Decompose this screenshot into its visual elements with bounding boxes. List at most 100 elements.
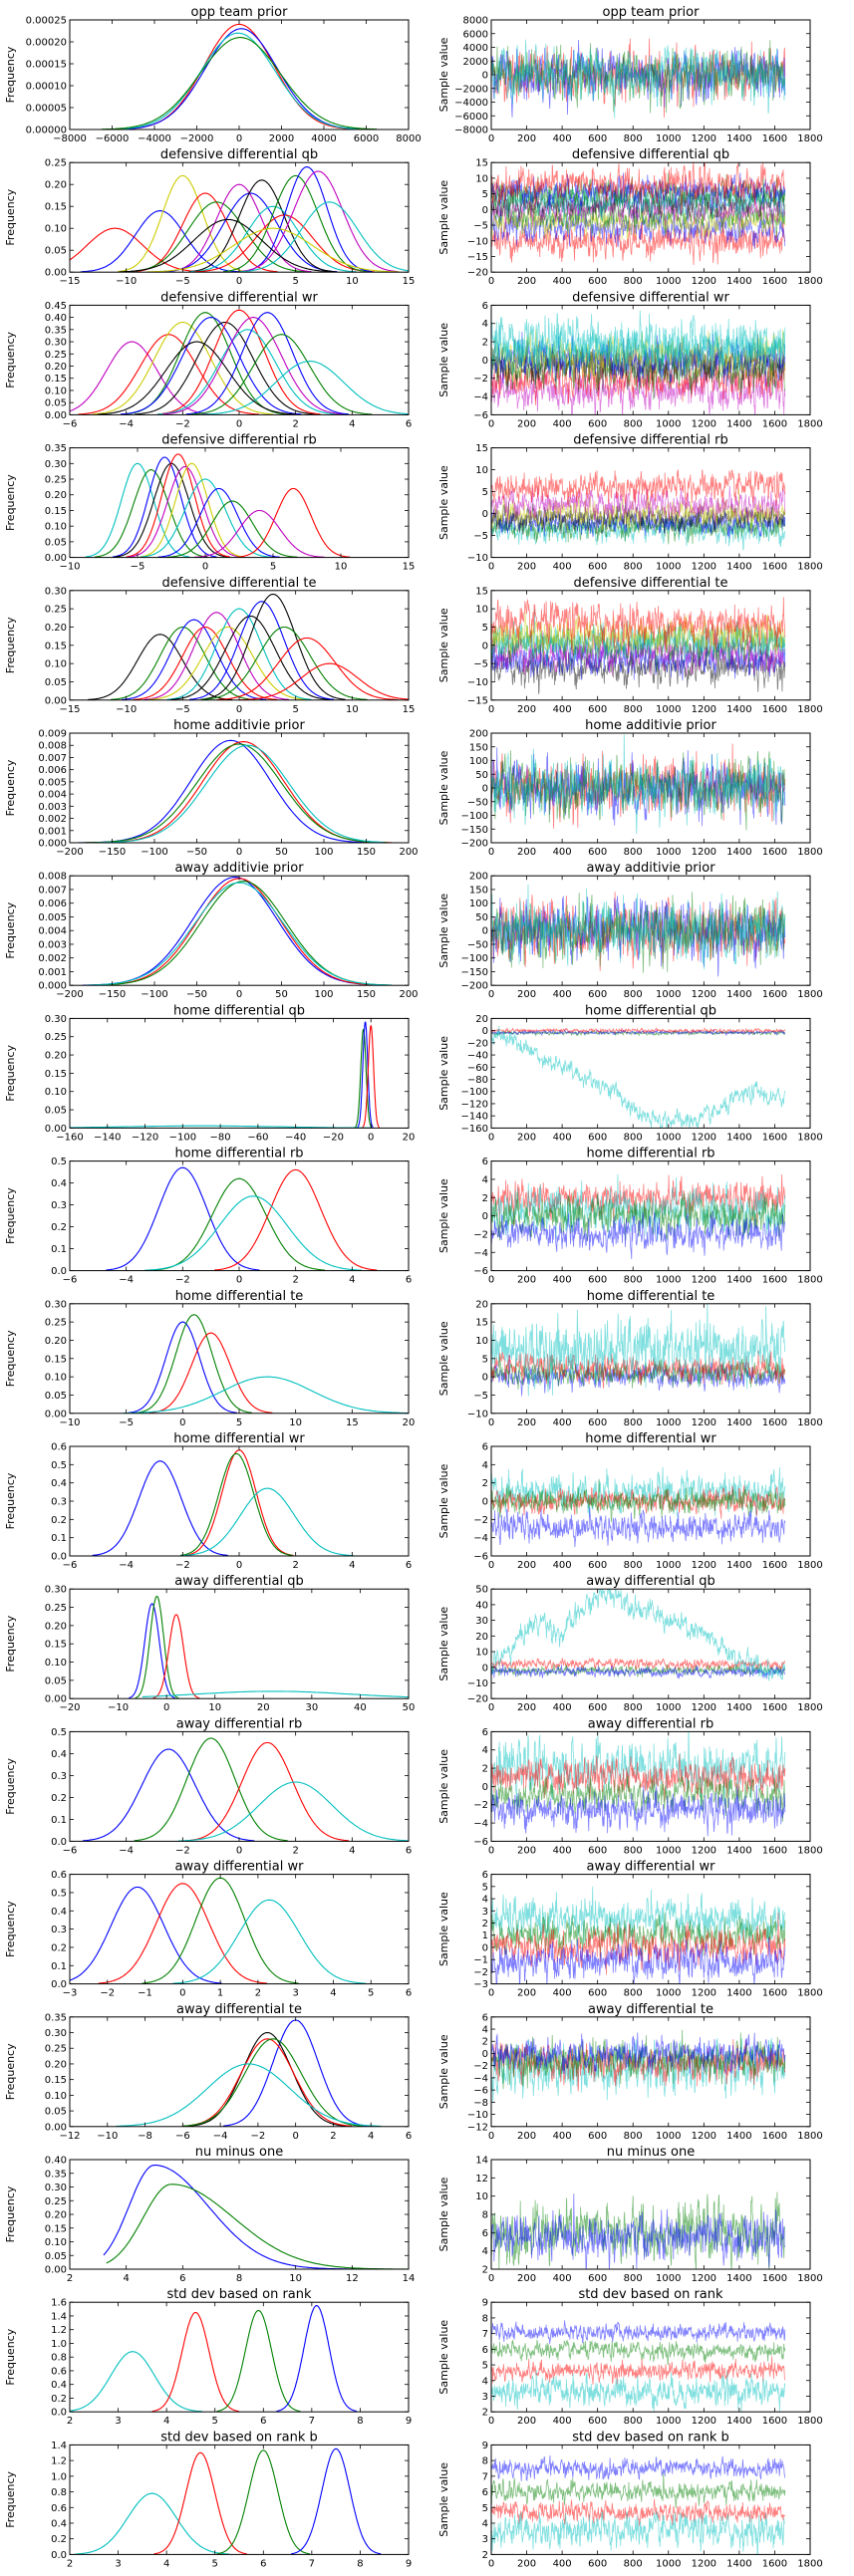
x-tick-label: −6 <box>63 418 78 429</box>
y-axis-label: Frequency <box>4 1615 17 1672</box>
y-tick-label: 4 <box>482 2025 488 2036</box>
x-tick-label: 200 <box>517 989 536 1000</box>
y-tick-label: 0.000 <box>38 839 67 850</box>
y-axis-label: Frequency <box>4 1330 17 1387</box>
density-line <box>216 2449 310 2555</box>
x-tick-label: 3 <box>115 2416 121 2427</box>
y-tick-label: 4 <box>482 1745 488 1756</box>
y-tick-label: 0.6 <box>51 1442 67 1453</box>
y-tick-label: 0.25 <box>45 2044 67 2055</box>
y-tick-label: 0.0 <box>51 1837 67 1848</box>
panel-title: home differential qb <box>585 1003 716 1018</box>
density-line <box>94 469 208 558</box>
density-line <box>216 2309 301 2413</box>
y-tick-label: −4000 <box>454 98 488 109</box>
panel-density-6: −200 −150 −100 −50 0 50 100 150 200 0.000 0.001 0.0… <box>4 861 419 1000</box>
x-tick-label: 0 <box>488 1845 494 1856</box>
y-tick-label: 15 <box>475 1318 488 1329</box>
x-tick-label: 200 <box>517 1702 536 1713</box>
x-tick-label: 0 <box>202 562 208 573</box>
trace-line <box>491 1173 786 1225</box>
axes-frame <box>69 1160 410 1272</box>
density-line <box>157 487 280 558</box>
y-tick-label: −20 <box>467 268 488 279</box>
axes-frame <box>69 447 410 559</box>
x-tick-label: 4 <box>163 2416 169 2427</box>
series-group <box>491 162 786 266</box>
trace-line <box>491 334 786 393</box>
y-axis-label: Frequency <box>4 2043 17 2100</box>
x-tick-label: 800 <box>624 1417 643 1428</box>
y-tick-label: 0.003 <box>38 802 67 813</box>
series-group <box>116 2019 382 2127</box>
y-tick-label: 0.0 <box>51 1979 67 1990</box>
x-tick-label: 200 <box>399 847 418 858</box>
x-tick-label: −50 <box>186 847 207 858</box>
trace-line <box>491 1025 786 1129</box>
panel-title: home differential te <box>175 1289 304 1304</box>
y-tick-label: −100 <box>461 953 488 964</box>
y-tick-label: 1.4 <box>51 2311 67 2322</box>
x-tick-label: 1600 <box>762 562 787 573</box>
panel-title: home differential te <box>587 1289 715 1304</box>
density-line <box>91 881 388 986</box>
panel-trace-1: 0 200 400 600 800 1000 1200 1400 1600 1800 −20 −15 −… <box>437 147 823 287</box>
x-tick-label: −4000 <box>138 133 171 144</box>
density-line <box>170 615 331 700</box>
y-tick-label: 20 <box>475 1632 488 1643</box>
series-group <box>70 1877 366 1984</box>
panel-trace-16: 0 200 400 600 800 1000 1200 1400 1600 1800 2 3 4 5 6 7 8… <box>437 2287 823 2427</box>
y-tick-label: 0.00 <box>45 1409 67 1419</box>
x-tick-label: 5 <box>270 562 276 573</box>
x-tick-label: −140 <box>94 1132 121 1143</box>
x-tick-label: 1800 <box>797 2273 822 2284</box>
x-tick-label: 400 <box>553 704 572 715</box>
series-group <box>88 593 409 700</box>
x-tick-label: 200 <box>517 1988 536 1999</box>
y-tick-label: −160 <box>461 1124 488 1135</box>
x-tick-label: 1600 <box>762 418 787 429</box>
y-tick-label: 0.005 <box>38 912 67 923</box>
y-tick-label: −40 <box>467 1051 488 1062</box>
density-line <box>182 2038 353 2127</box>
y-tick-label: −60 <box>467 1063 488 1074</box>
x-tick-label: 600 <box>588 2131 607 2142</box>
x-tick-label: 6 <box>179 2273 185 2284</box>
x-tick-label: 600 <box>588 704 607 715</box>
density-line <box>163 192 338 273</box>
y-tick-label: 6000 <box>463 29 488 40</box>
y-axis-label: Frequency <box>4 1044 17 1101</box>
y-tick-label: 0.5 <box>51 1727 67 1738</box>
x-tick-label: 0 <box>488 133 494 144</box>
panel-title: defensive differential qb <box>160 147 318 162</box>
y-tick-label: 0.35 <box>45 325 67 336</box>
axes-frame <box>490 2301 811 2413</box>
x-tick-label: 200 <box>517 1417 536 1428</box>
panel-title: nu minus one <box>607 2145 695 2160</box>
x-tick-label: 0 <box>236 276 242 287</box>
y-tick-label: 0.004 <box>38 790 67 801</box>
x-tick-label: 400 <box>553 2273 572 2284</box>
x-tick-label: 800 <box>624 562 643 573</box>
y-tick-label: −10 <box>467 677 488 688</box>
y-tick-label: −150 <box>461 825 488 836</box>
panel-title: opp team prior <box>191 5 289 20</box>
x-tick-label: 1800 <box>797 1132 822 1143</box>
trace-line <box>491 1173 786 1240</box>
x-tick-label: 400 <box>553 276 572 287</box>
density-line <box>110 626 255 700</box>
x-tick-label: 400 <box>553 1417 572 1428</box>
y-tick-label: −2 <box>473 1967 488 1978</box>
trace-line <box>491 2454 786 2481</box>
y-tick-label: 7 <box>482 2329 488 2340</box>
y-axis-label: Frequency <box>4 2470 17 2527</box>
y-axis-label: Sample value <box>437 180 450 255</box>
x-tick-label: 1200 <box>692 847 716 858</box>
y-tick-label: 0.009 <box>38 729 67 740</box>
y-tick-label: 0.15 <box>45 374 67 385</box>
trace-line <box>491 2037 786 2103</box>
x-tick-label: −100 <box>141 989 167 1000</box>
x-tick-label: 1800 <box>797 1845 822 1856</box>
y-tick-label: 0.005 <box>38 777 67 788</box>
